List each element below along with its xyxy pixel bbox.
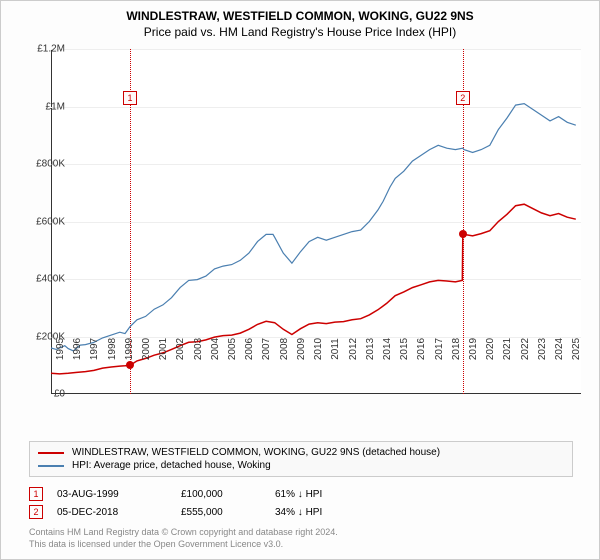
x-axis-label: 2019	[468, 338, 479, 360]
event-date: 05-DEC-2018	[57, 507, 167, 518]
x-axis-label: 2018	[451, 338, 462, 360]
event-price: £100,000	[181, 489, 261, 500]
x-axis-label: 2011	[330, 338, 341, 360]
x-axis-label: 2002	[175, 338, 186, 360]
x-axis-label: 1997	[89, 338, 100, 360]
x-axis-label: 2022	[520, 338, 531, 360]
event-marker-icon: 2	[29, 505, 43, 519]
x-axis-label: 2017	[434, 338, 445, 360]
x-axis-label: 2025	[571, 338, 582, 360]
x-axis-label: 1996	[72, 338, 83, 360]
legend-swatch	[38, 465, 64, 467]
event-marker-box-2: 2	[456, 91, 470, 105]
x-axis-label: 2004	[210, 338, 221, 360]
event-marker-icon: 1	[29, 487, 43, 501]
x-axis-label: 2010	[313, 338, 324, 360]
x-axis-label: 2003	[193, 338, 204, 360]
y-axis-label: £0	[54, 389, 65, 400]
x-axis-label: 2015	[399, 338, 410, 360]
x-axis-label: 2006	[244, 338, 255, 360]
chart-subtitle: Price paid vs. HM Land Registry's House …	[1, 23, 599, 43]
event-marker-box-1: 1	[123, 91, 137, 105]
y-axis-label: £600K	[36, 216, 65, 227]
event-row: 2 05-DEC-2018 £555,000 34% ↓ HPI	[29, 503, 573, 521]
event-date: 03-AUG-1999	[57, 489, 167, 500]
event-table: 1 03-AUG-1999 £100,000 61% ↓ HPI 2 05-DEC-201…	[29, 485, 573, 521]
event-diff: 34% ↓ HPI	[275, 507, 375, 518]
x-axis-label: 2024	[554, 338, 565, 360]
legend-swatch	[38, 452, 64, 454]
x-axis-label: 2007	[261, 338, 272, 360]
event-price: £555,000	[181, 507, 261, 518]
x-axis-label: 2016	[416, 338, 427, 360]
footer-line-1: Contains HM Land Registry data © Crown c…	[29, 527, 573, 539]
x-axis-label: 1998	[107, 338, 118, 360]
footer-line-2: This data is licensed under the Open Gov…	[29, 539, 573, 551]
event-row: 1 03-AUG-1999 £100,000 61% ↓ HPI	[29, 485, 573, 503]
event-dot-1	[126, 361, 134, 369]
footer-attribution: Contains HM Land Registry data © Crown c…	[29, 527, 573, 550]
x-axis-label: 2012	[348, 338, 359, 360]
legend-row: WINDLESTRAW, WESTFIELD COMMON, WOKING, G…	[38, 446, 564, 459]
chart-legend: WINDLESTRAW, WESTFIELD COMMON, WOKING, G…	[29, 441, 573, 477]
x-axis-label: 2014	[382, 338, 393, 360]
event-dot-2	[459, 230, 467, 238]
legend-label: HPI: Average price, detached house, Woki…	[72, 460, 271, 471]
y-axis-label: £400K	[36, 274, 65, 285]
y-axis-label: £1.2M	[37, 44, 65, 55]
legend-row: HPI: Average price, detached house, Woki…	[38, 459, 564, 472]
y-axis-label: £800K	[36, 159, 65, 170]
x-axis-label: 2009	[296, 338, 307, 360]
y-axis-label: £1M	[46, 101, 65, 112]
x-axis-label: 1995	[55, 338, 66, 360]
x-axis-label: 2005	[227, 338, 238, 360]
x-axis-label: 2000	[141, 338, 152, 360]
x-axis-label: 2013	[365, 338, 376, 360]
x-axis-label: 2021	[502, 338, 513, 360]
x-axis-label: 2008	[279, 338, 290, 360]
series-line-hpi	[51, 104, 576, 351]
x-axis-label: 2020	[485, 338, 496, 360]
chart-container: WINDLESTRAW, WESTFIELD COMMON, WOKING, G…	[0, 0, 600, 560]
chart-title: WINDLESTRAW, WESTFIELD COMMON, WOKING, G…	[1, 1, 599, 23]
x-axis-label: 1999	[124, 338, 135, 360]
event-diff: 61% ↓ HPI	[275, 489, 375, 500]
x-axis-label: 2023	[537, 338, 548, 360]
x-axis-label: 2001	[158, 338, 169, 360]
legend-label: WINDLESTRAW, WESTFIELD COMMON, WOKING, G…	[72, 447, 440, 458]
